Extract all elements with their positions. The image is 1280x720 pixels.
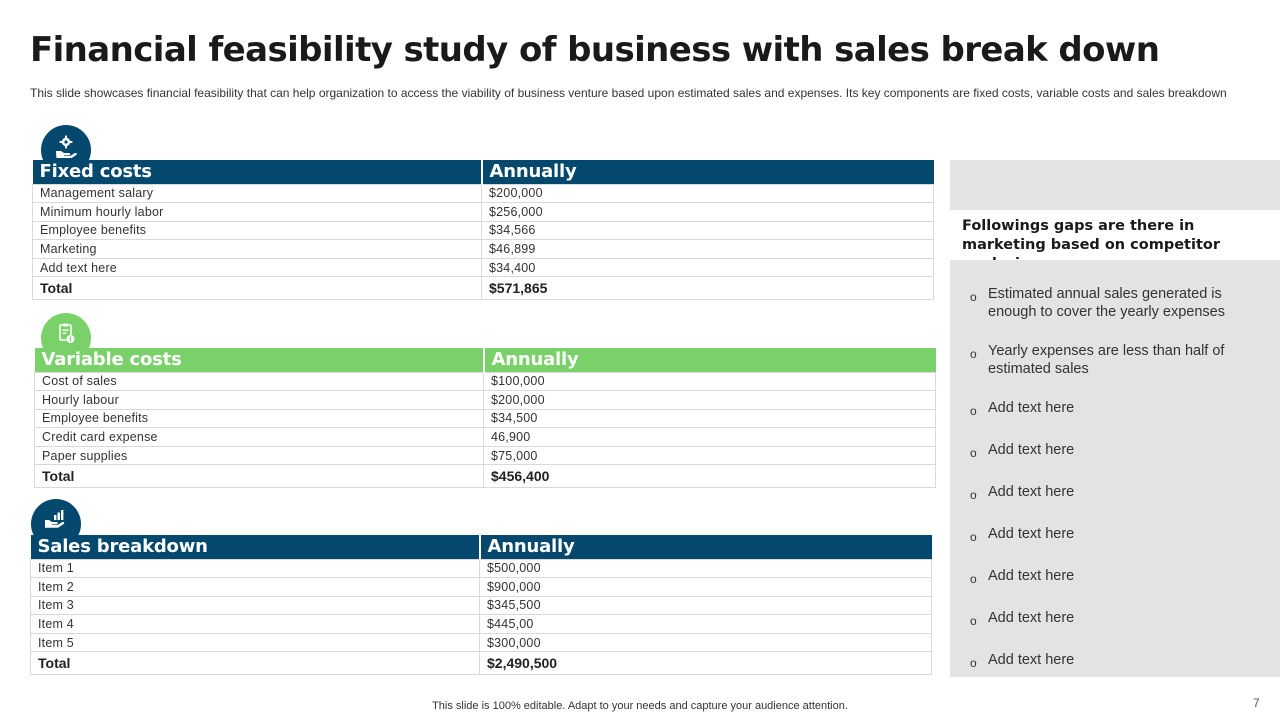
table-row: Item 2 $900,000 — [30, 577, 932, 597]
row-value: $75,000 — [483, 445, 936, 466]
row-value: $200,000 — [481, 183, 934, 204]
list-item-text: Add text here — [988, 526, 1075, 542]
table-row: Management salary $200,000 — [32, 183, 934, 204]
bullet: o — [970, 656, 977, 670]
row-label: Employee benefits — [32, 220, 482, 241]
row-value: $345,500 — [479, 595, 932, 616]
row-label: Minimum hourly labor — [32, 202, 482, 222]
fixed-costs-header: Fixed costs — [32, 160, 483, 184]
gaps-panel: o Estimated annual sales generated is eno… — [950, 260, 1280, 677]
gaps-list: o Estimated annual sales generated is eno… — [970, 285, 1260, 693]
list-item: o Add text here — [970, 609, 1260, 630]
row-label: Management salary — [32, 183, 482, 204]
bullet: o — [970, 290, 977, 304]
list-item: o Add text here — [970, 399, 1260, 420]
bullet: o — [970, 530, 977, 544]
bullet: o — [970, 572, 977, 586]
fixed-costs-annually-header: Annually — [481, 160, 934, 184]
panel-top-band — [950, 160, 1280, 210]
row-value: $200,000 — [483, 390, 936, 410]
row-label: Item 2 — [30, 577, 480, 597]
list-item-text: Yearly expenses are less than half of es… — [988, 343, 1225, 377]
table-row: Employee benefits $34,566 — [32, 220, 934, 241]
row-value: $500,000 — [479, 558, 932, 579]
table-row: Credit card expense 46,900 — [34, 427, 936, 447]
bullet: o — [970, 488, 977, 502]
list-item: o Estimated annual sales generated is eno… — [970, 285, 1260, 321]
row-label: Paper supplies — [34, 445, 484, 466]
total-value: $571,865 — [481, 276, 934, 301]
row-label: Employee benefits — [34, 408, 484, 429]
row-label: Credit card expense — [34, 427, 484, 447]
row-value: 46,900 — [483, 427, 936, 447]
list-item-text: Estimated annual sales generated is enou… — [988, 286, 1225, 320]
row-label: Add text here — [32, 257, 482, 278]
table-row: Item 4 $445,00 — [30, 614, 932, 634]
variable-costs-table: Variable costs Annually Cost of sales $10… — [34, 348, 936, 489]
bullet: o — [970, 446, 977, 460]
table-row: Add text here $34,400 — [32, 257, 934, 278]
row-value: $256,000 — [481, 202, 934, 222]
row-value: $900,000 — [479, 577, 932, 597]
list-item: o Add text here — [970, 567, 1260, 588]
sales-breakdown-annually-header: Annually — [479, 535, 932, 559]
fixed-costs-table: Fixed costs Annually Management salary $2… — [32, 160, 934, 301]
total-row: Total $2,490,500 — [30, 651, 932, 676]
list-item: o Add text here — [970, 483, 1260, 504]
row-label: Item 5 — [30, 632, 480, 653]
total-label: Total — [32, 276, 482, 301]
sales-breakdown-table: Sales breakdown Annually Item 1 $500,000 … — [30, 535, 932, 676]
table-row: Item 5 $300,000 — [30, 632, 932, 653]
table-row: Paper supplies $75,000 — [34, 445, 936, 466]
table-row: Item 1 $500,000 — [30, 558, 932, 579]
total-label: Total — [34, 464, 484, 489]
table-row: Minimum hourly labor $256,000 — [32, 202, 934, 222]
slide-title: Financial feasibility study of business … — [30, 30, 1160, 70]
page-number: 7 — [1253, 696, 1260, 710]
bullet: o — [970, 614, 977, 628]
slide-footer: This slide is 100% editable. Adapt to yo… — [432, 700, 848, 712]
row-label: Cost of sales — [34, 371, 484, 392]
table-row: Employee benefits $34,500 — [34, 408, 936, 429]
list-item-text: Add text here — [988, 610, 1075, 626]
bullet: o — [970, 404, 977, 418]
table-row: Marketing $46,899 — [32, 239, 934, 259]
slide-subtitle: This slide showcases financial feasibili… — [30, 86, 1227, 100]
variable-costs-header: Variable costs — [34, 348, 485, 372]
list-item-text: Add text here — [988, 652, 1075, 668]
list-item-text: Add text here — [988, 400, 1075, 416]
list-item: o Yearly expenses are less than half of e… — [970, 342, 1260, 378]
total-row: Total $456,400 — [34, 464, 936, 489]
table-row: Hourly labour $200,000 — [34, 390, 936, 410]
variable-costs-annually-header: Annually — [483, 348, 936, 372]
table-row: Cost of sales $100,000 — [34, 371, 936, 392]
sales-breakdown-header: Sales breakdown — [30, 535, 481, 559]
row-label: Item 1 — [30, 558, 480, 579]
total-row: Total $571,865 — [32, 276, 934, 301]
row-label: Hourly labour — [34, 390, 484, 410]
row-value: $34,566 — [481, 220, 934, 241]
list-item: o Add text here — [970, 651, 1260, 672]
total-value: $456,400 — [483, 464, 936, 489]
total-label: Total — [30, 651, 480, 676]
table-row: Item 3 $345,500 — [30, 595, 932, 616]
list-item: o Add text here — [970, 441, 1260, 462]
list-item-text: Add text here — [988, 484, 1075, 500]
row-value: $34,500 — [483, 408, 936, 429]
total-value: $2,490,500 — [479, 651, 932, 676]
row-value: $34,400 — [481, 257, 934, 278]
bullet: o — [970, 347, 977, 361]
list-item-text: Add text here — [988, 442, 1075, 458]
row-value: $100,000 — [483, 371, 936, 392]
row-value: $445,00 — [479, 614, 932, 634]
list-item: o Add text here — [970, 525, 1260, 546]
list-item-text: Add text here — [988, 568, 1075, 584]
row-label: Item 3 — [30, 595, 480, 616]
row-value: $46,899 — [481, 239, 934, 259]
row-label: Item 4 — [30, 614, 480, 634]
row-label: Marketing — [32, 239, 482, 259]
row-value: $300,000 — [479, 632, 932, 653]
